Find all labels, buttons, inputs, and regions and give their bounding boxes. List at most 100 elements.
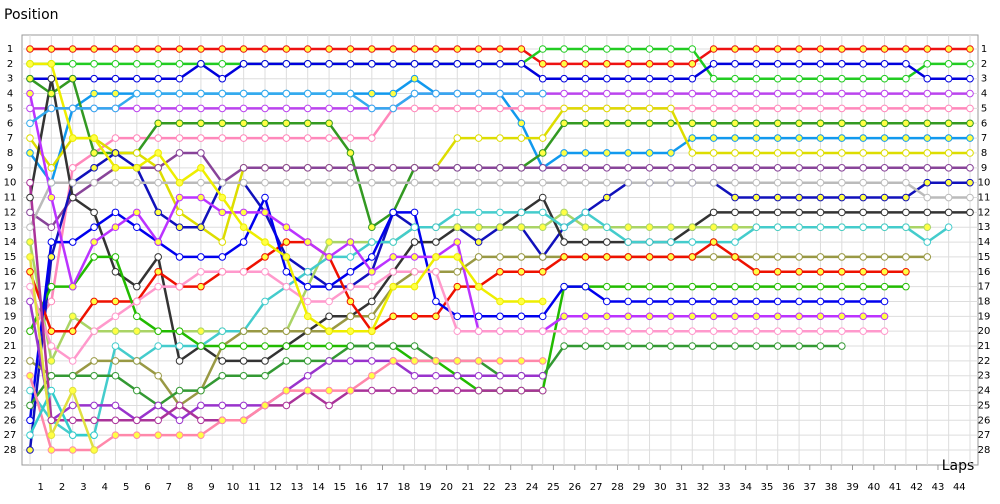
point <box>111 223 120 232</box>
point <box>795 282 803 291</box>
point <box>880 164 889 172</box>
point <box>410 223 419 232</box>
point <box>624 89 632 98</box>
point <box>474 371 483 380</box>
point <box>90 45 98 53</box>
point <box>368 253 376 261</box>
point <box>282 134 291 142</box>
point <box>581 223 590 232</box>
point <box>517 45 526 53</box>
point <box>111 312 120 321</box>
x-tick-label: 4 <box>102 482 108 493</box>
point <box>667 297 675 306</box>
point <box>111 134 120 142</box>
point <box>197 431 205 439</box>
point <box>667 164 675 172</box>
point <box>795 60 803 68</box>
y-tick-label-right: 16 <box>978 267 991 278</box>
point <box>816 134 825 142</box>
point <box>111 401 120 410</box>
point <box>175 149 184 157</box>
point <box>752 60 761 68</box>
point <box>496 386 504 395</box>
point <box>859 119 867 128</box>
point <box>432 253 440 261</box>
point <box>731 164 739 172</box>
point <box>133 89 141 98</box>
y-tick-label-right: 26 <box>978 415 991 426</box>
point <box>581 282 590 291</box>
point <box>688 223 697 232</box>
point <box>538 193 547 202</box>
y-tick-label-right: 15 <box>978 252 991 263</box>
point <box>68 446 77 454</box>
point <box>581 178 590 187</box>
x-tick-label: 20 <box>440 482 453 493</box>
y-tick-label-right: 13 <box>978 222 991 233</box>
point <box>752 327 761 335</box>
point <box>197 416 205 425</box>
point <box>645 342 654 350</box>
point <box>410 238 419 246</box>
point <box>218 401 227 410</box>
point <box>944 89 953 98</box>
y-tick-label-right: 19 <box>978 311 991 322</box>
point <box>389 386 397 395</box>
point <box>282 342 291 350</box>
y-tick-label-right: 11 <box>978 193 991 204</box>
y-tick-label-right: 24 <box>978 386 991 397</box>
point <box>816 342 825 350</box>
point <box>346 164 355 172</box>
point <box>795 253 803 261</box>
point <box>731 208 739 217</box>
point <box>880 45 889 53</box>
point <box>795 45 803 53</box>
point <box>154 164 162 172</box>
point <box>154 178 162 187</box>
point <box>47 223 56 232</box>
point <box>90 431 98 439</box>
point <box>603 282 611 291</box>
point <box>261 253 269 261</box>
point <box>752 312 761 321</box>
point <box>197 386 205 395</box>
y-tick-label-right: 3 <box>981 74 987 85</box>
point <box>26 45 34 53</box>
point <box>773 312 782 321</box>
point <box>795 267 803 276</box>
point <box>838 60 846 68</box>
point <box>90 178 98 187</box>
point <box>453 178 462 187</box>
point <box>303 89 312 98</box>
point <box>154 253 162 261</box>
point <box>667 253 675 261</box>
point <box>496 45 504 53</box>
point <box>902 45 910 53</box>
point <box>346 149 355 157</box>
point <box>325 119 333 128</box>
y-tick-label: 22 <box>4 356 17 367</box>
point <box>966 119 974 128</box>
point <box>68 60 77 68</box>
point <box>197 89 205 98</box>
point <box>368 134 376 142</box>
point <box>538 104 547 113</box>
point <box>560 74 568 83</box>
point <box>453 208 462 217</box>
point <box>90 60 98 68</box>
point <box>816 282 825 291</box>
point <box>26 431 34 439</box>
point <box>859 74 867 83</box>
point <box>709 89 718 98</box>
point <box>538 223 547 232</box>
point <box>90 74 98 83</box>
y-tick-label-right: 21 <box>978 341 991 352</box>
y-tick-label-right: 5 <box>981 103 987 114</box>
point <box>795 193 803 202</box>
point <box>474 164 483 172</box>
point <box>325 342 333 350</box>
point <box>838 45 846 53</box>
y-tick-label-right: 1 <box>981 44 987 55</box>
x-tick-label: 19 <box>419 482 432 493</box>
point <box>538 45 547 53</box>
